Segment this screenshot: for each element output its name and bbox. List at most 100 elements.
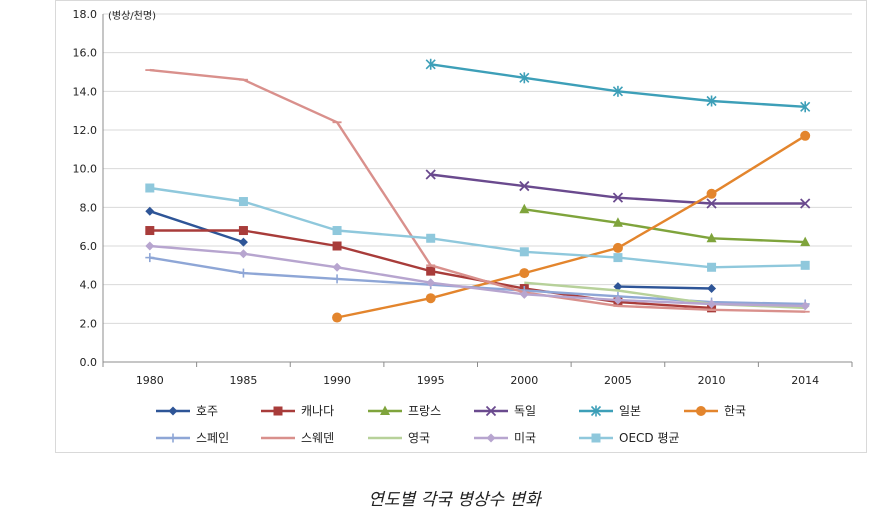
legend-item: 미국 <box>474 431 536 445</box>
legend-item: 일본 <box>579 404 641 418</box>
series-line <box>149 210 244 244</box>
y-tick-label: 14.0 <box>73 85 98 98</box>
legend-item: OECD 평균 <box>579 431 680 445</box>
legend-marker <box>486 433 496 443</box>
legend-marker <box>168 406 178 416</box>
data-point <box>800 198 811 209</box>
legend-item: 캐나다 <box>261 404 334 418</box>
data-point <box>519 203 530 214</box>
legend-marker <box>485 405 497 417</box>
series-3 <box>425 169 811 209</box>
data-point <box>612 192 624 203</box>
legend-item: 프랑스 <box>368 404 441 418</box>
data-point <box>332 226 342 236</box>
y-tick-label: 6.0 <box>80 240 98 253</box>
legend-item: 영국 <box>368 431 430 445</box>
data-point <box>612 217 623 227</box>
data-point <box>706 232 717 243</box>
legend-label: 일본 <box>619 404 641 418</box>
legend-item: 독일 <box>474 404 536 418</box>
data-point <box>612 242 623 253</box>
legend-label: 호주 <box>196 404 218 418</box>
marker-stroke <box>519 180 530 192</box>
x-tick-label: 2000 <box>510 374 538 387</box>
series-line <box>524 208 806 244</box>
series-2 <box>519 203 811 247</box>
legend-marker <box>590 405 602 417</box>
data-point <box>145 226 155 236</box>
data-point <box>425 169 436 180</box>
grid-layer <box>103 13 852 363</box>
legend-label: 캐나다 <box>301 404 334 418</box>
data-point <box>145 206 155 216</box>
legend-marker <box>168 433 178 443</box>
legend-marker <box>273 406 283 416</box>
data-point <box>332 312 343 323</box>
y-tick-label: 12.0 <box>73 124 98 137</box>
data-point <box>800 301 810 311</box>
data-point <box>238 226 248 236</box>
legend-label: 독일 <box>514 404 536 418</box>
data-point <box>612 85 624 97</box>
legend-marker <box>696 406 706 416</box>
series-line <box>149 244 806 308</box>
data-point <box>238 197 248 207</box>
x-tick-label: 1980 <box>136 374 164 387</box>
x-tick-label: 2010 <box>698 374 726 387</box>
data-point <box>332 241 342 251</box>
y-tick-label: 16.0 <box>73 47 98 60</box>
x-tick-label: 1990 <box>323 374 351 387</box>
y-tick-label: 4.0 <box>80 279 98 292</box>
series-line <box>149 68 806 313</box>
series-7 <box>145 68 810 313</box>
data-point <box>145 241 155 251</box>
data-point <box>145 183 155 193</box>
series-layer <box>145 58 811 323</box>
data-point <box>519 247 529 257</box>
data-point <box>425 293 436 304</box>
legend-label: 영국 <box>408 431 430 445</box>
y-tick-label: 8.0 <box>80 201 98 214</box>
x-tick-label: 2005 <box>604 374 632 387</box>
series-5 <box>332 130 811 323</box>
data-point <box>706 188 717 199</box>
data-point <box>426 278 436 288</box>
data-point <box>800 101 811 113</box>
data-point <box>519 72 530 84</box>
chart-frame: 0.0 2.0 4.0 6.0 8.0 10.0 12.0 14.0 16.0 18.0 1980 1… <box>55 0 867 453</box>
data-point <box>613 295 623 305</box>
legend-label: 스웨덴 <box>301 431 334 445</box>
marker-stroke <box>485 405 497 417</box>
legend-label: 스페인 <box>196 431 229 445</box>
marker-stroke <box>612 192 624 203</box>
series-line <box>617 285 712 290</box>
data-point <box>332 274 342 284</box>
data-point <box>707 299 717 309</box>
data-point <box>426 233 436 243</box>
data-point <box>519 268 530 279</box>
data-point <box>613 282 623 292</box>
data-point <box>613 253 623 263</box>
data-point <box>706 95 717 107</box>
series-line <box>149 186 806 269</box>
marker-stroke <box>800 198 811 209</box>
data-point <box>800 236 811 247</box>
data-point <box>706 198 717 209</box>
axis-layer: 0.0 2.0 4.0 6.0 8.0 10.0 12.0 14.0 16.0 18.0 1980 1… <box>73 8 853 387</box>
legend-label: 한국 <box>724 404 746 418</box>
data-point <box>145 253 155 263</box>
legend-item: 한국 <box>684 404 746 418</box>
bed-count-line-chart: 0.0 2.0 4.0 6.0 8.0 10.0 12.0 14.0 16.0 18.0 1980 1… <box>73 8 853 445</box>
x-tick-label: 1985 <box>229 374 257 387</box>
legend-label: OECD 평균 <box>619 431 680 445</box>
data-point <box>800 260 810 270</box>
marker-stroke <box>425 169 436 180</box>
data-point <box>238 237 248 247</box>
legend-marker <box>591 433 601 443</box>
data-point <box>707 284 717 294</box>
legend-item: 스웨덴 <box>261 431 334 445</box>
data-point <box>238 268 248 278</box>
marker-stroke <box>706 198 717 209</box>
data-point <box>425 58 436 70</box>
